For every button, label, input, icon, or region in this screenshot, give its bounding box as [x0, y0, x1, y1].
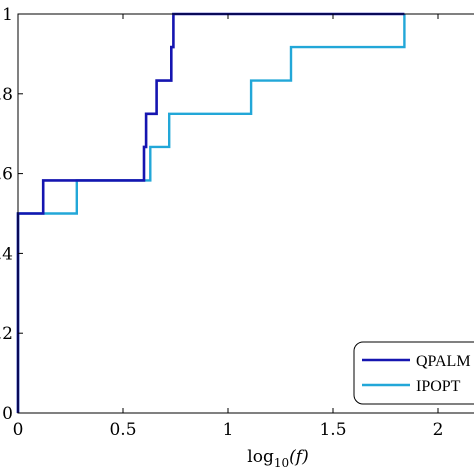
y-tick-label: 1	[2, 5, 13, 25]
legend-label-ipopt: IPOPT	[416, 378, 461, 395]
x-axis-label-arg: (f)	[289, 447, 309, 467]
legend-label-qpalm: QPALM	[416, 353, 471, 370]
x-axis-label-base: log	[247, 447, 274, 467]
series-layer	[16, 12, 406, 413]
legend: QPALM IPOPT	[353, 341, 474, 405]
x-tick-label: 1.5	[319, 420, 346, 440]
x-axis-label: log10(f)	[247, 447, 308, 470]
y-tick-label: .4	[0, 244, 13, 264]
x-tick-label: 1	[223, 420, 234, 440]
y-tick-label: .2	[0, 324, 13, 344]
x-axis-label-sub: 10	[274, 456, 289, 470]
series-line-ipopt	[16, 14, 406, 413]
plot-frame	[17, 13, 474, 414]
y-tick-label: 0	[2, 404, 13, 424]
x-tick-label: 0.5	[109, 420, 136, 440]
x-tick-label: 2	[433, 420, 444, 440]
y-tick-label: .8	[0, 85, 13, 105]
legend-box	[353, 341, 474, 405]
ticks-layer: 0 0.5 1 1.5 2 0 .2 .4 .6 .8 1	[0, 5, 443, 440]
y-tick-label: .6	[0, 165, 13, 185]
series-line-qpalm	[16, 12, 405, 413]
x-tick-label: 0	[13, 420, 24, 440]
